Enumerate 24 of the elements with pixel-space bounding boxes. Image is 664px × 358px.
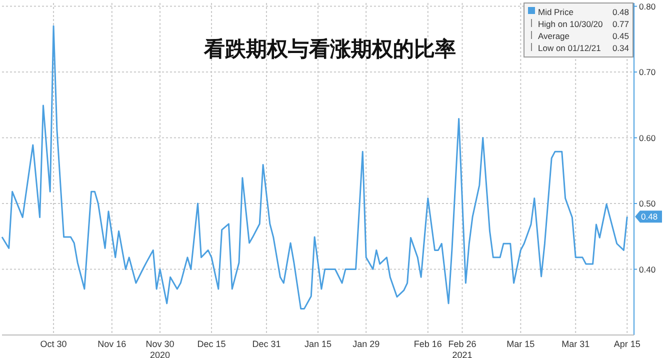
x-tick-label: Mar 31 <box>562 339 590 349</box>
y-tick-label: 0.70 <box>639 67 656 78</box>
x-tick-label: Feb 26 2021 <box>448 339 476 358</box>
x-tick-label: Feb 16 <box>414 339 442 349</box>
legend-label: Mid Price <box>538 7 574 17</box>
x-tick-label: Dec 15 <box>197 339 226 349</box>
x-tick-label: Jan 29 <box>352 339 380 349</box>
text: 0.48 <box>612 7 629 17</box>
text: Average 0.45 <box>538 31 629 41</box>
x-tick-label: Mar 15 <box>506 339 535 349</box>
y-tick-label: 0.60 <box>639 132 656 143</box>
x-tick-label: Nov 30 2020 <box>146 339 174 358</box>
x-tick-label: Dec 31 <box>252 339 281 349</box>
text: 看跌期权与看涨期权的比率 <box>203 37 456 61</box>
x-tick-label: Nov 16 <box>98 339 126 349</box>
y-tick-label: 0.50 <box>639 198 656 209</box>
data-label: 0.48 <box>641 212 658 222</box>
y-tick-label: 0.80 <box>639 1 656 12</box>
x-tick-label: Jan 15 <box>304 339 332 349</box>
annotation: High on 10/30/20 0.77 <box>538 19 630 29</box>
text: Low on 01/12/21 0.34 <box>538 43 629 53</box>
y-tick-label: 0.40 <box>639 264 656 274</box>
x-tick-label: Oct 30 <box>40 339 67 349</box>
x-tick-label: Apr 15 <box>614 339 640 349</box>
